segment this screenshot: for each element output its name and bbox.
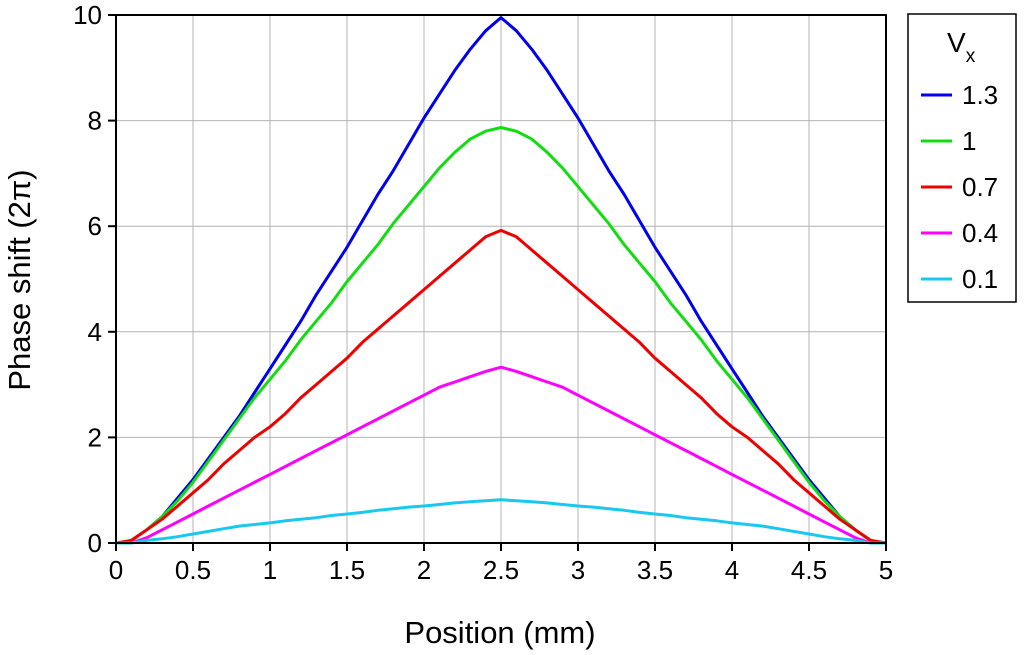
legend-label-1: 1 xyxy=(962,126,976,156)
series-line-0-4 xyxy=(116,365,886,545)
series-line-0-1 xyxy=(116,498,886,545)
x-tick-label: 4.5 xyxy=(791,555,827,585)
x-tick-label: 0.5 xyxy=(175,555,211,585)
x-tick-label: 1 xyxy=(263,555,277,585)
legend-title: Vx xyxy=(947,27,976,67)
tick-labels: 0 0.5 1 1.5 2 2.5 3 3.5 4 4.5 5 0 2 4 6 8 10 xyxy=(73,0,893,585)
legend-title-main: V xyxy=(947,27,966,58)
y-axis-title: Phase shift (2π) xyxy=(2,169,37,390)
legend: Vx 1.3 1 0.7 0.4 0.1 xyxy=(907,13,1017,303)
legend-label-0-4: 0.4 xyxy=(962,218,998,248)
grid-lines xyxy=(115,14,887,544)
x-tick-label: 1.5 xyxy=(329,555,365,585)
x-tick-label: 4 xyxy=(725,555,739,585)
y-tick-label: 0 xyxy=(88,528,102,558)
legend-label-0-7: 0.7 xyxy=(962,172,998,202)
series-lines xyxy=(115,16,887,545)
x-tick-label: 3 xyxy=(571,555,585,585)
x-tick-label: 3.5 xyxy=(637,555,673,585)
axis-ticks xyxy=(108,14,887,551)
y-tick-label: 6 xyxy=(88,211,102,241)
legend-label-0-1: 0.1 xyxy=(962,264,998,294)
y-tick-label: 4 xyxy=(88,317,102,347)
legend-label-1-3: 1.3 xyxy=(962,80,998,110)
series-line-0-7 xyxy=(115,228,887,545)
series-line-1 xyxy=(116,126,886,545)
y-tick-label: 2 xyxy=(88,422,102,452)
x-tick-label: 2 xyxy=(417,555,431,585)
legend-box xyxy=(907,13,1017,303)
legend-title-sub: x xyxy=(966,46,976,67)
x-axis-title: Position (mm) xyxy=(404,615,595,650)
x-tick-label: 0 xyxy=(109,555,123,585)
y-tick-label: 10 xyxy=(73,0,102,30)
series-line-1-3 xyxy=(116,16,886,545)
x-tick-label: 5 xyxy=(879,555,893,585)
y-tick-label: 8 xyxy=(88,106,102,136)
legend-items: 1.3 1 0.7 0.4 0.1 xyxy=(921,80,998,294)
x-tick-label: 2.5 xyxy=(483,555,519,585)
